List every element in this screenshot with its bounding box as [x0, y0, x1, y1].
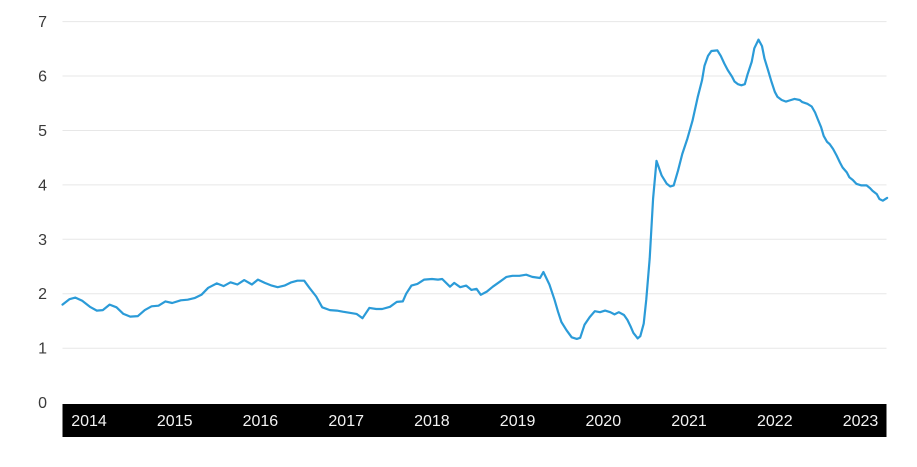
x-tick-label: 2020: [586, 413, 622, 430]
y-tick-label: 3: [38, 232, 47, 249]
x-tick-label: 2022: [757, 413, 793, 430]
x-tick-label: 2019: [500, 413, 536, 430]
y-tick-label: 5: [38, 123, 47, 140]
x-tick-label: 2018: [414, 413, 450, 430]
y-tick-label: 4: [38, 177, 47, 194]
y-tick-label: 6: [38, 69, 47, 86]
x-tick-label: 2017: [328, 413, 364, 430]
y-tick-label: 0: [38, 395, 47, 412]
x-tick-label: 2023: [843, 413, 879, 430]
x-axis-band: [62, 404, 887, 437]
x-tick-label: 2021: [671, 413, 707, 430]
x-tick-label: 2015: [157, 413, 193, 430]
y-tick-label: 7: [38, 14, 47, 31]
y-tick-label: 2: [38, 286, 47, 303]
x-tick-label: 2014: [71, 413, 107, 430]
y-tick-label: 1: [38, 341, 47, 358]
data-line: [61, 38, 889, 340]
x-tick-label: 2016: [243, 413, 279, 430]
